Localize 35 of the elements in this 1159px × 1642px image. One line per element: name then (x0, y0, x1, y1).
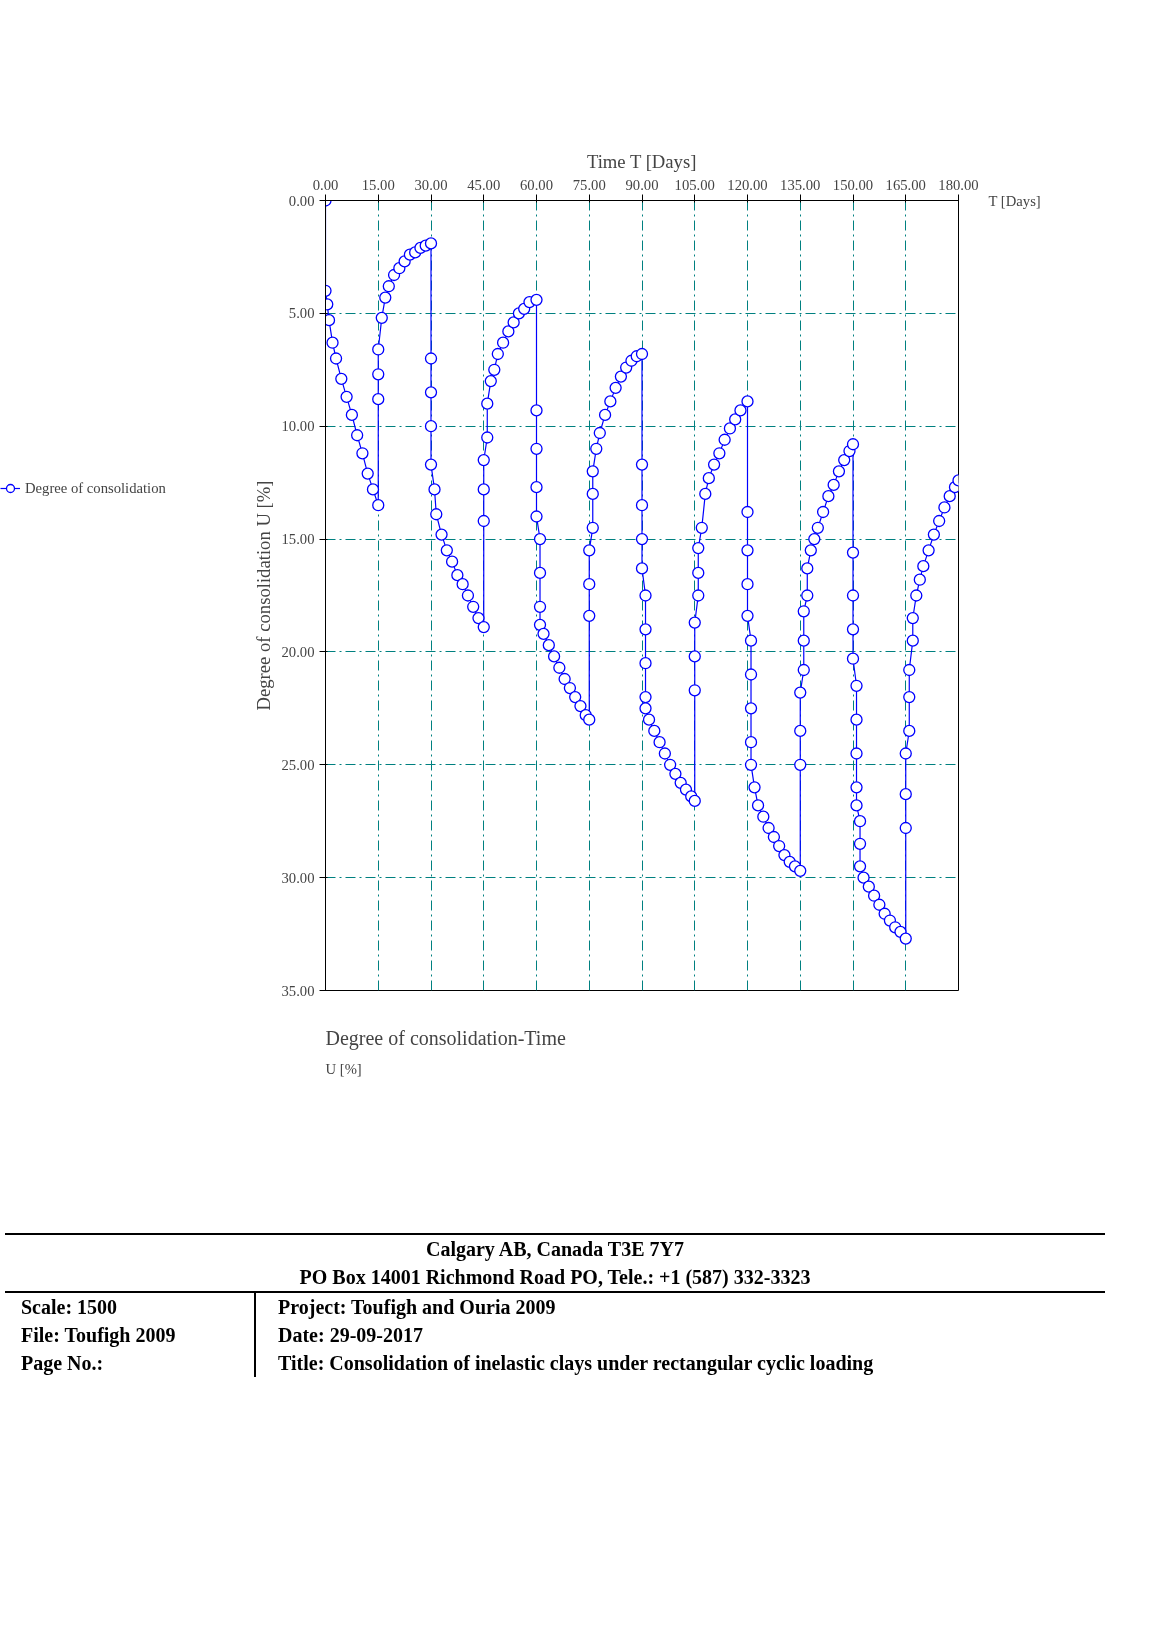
y-tick-label: 30.00 (281, 869, 315, 886)
x-tick-label: 90.00 (625, 176, 659, 193)
x-tick-label: 180.00 (938, 176, 979, 193)
text: File: Toufigh 2009 (5, 1321, 255, 1349)
x-tick-label: 75.00 (572, 176, 606, 193)
x-tick-label: 150.00 (832, 176, 874, 193)
text: Title: Consolidation of inelastic clays under rectangular cyclic loading (277, 1351, 875, 1377)
y-tick-label: 15.00 (281, 531, 315, 548)
x-tick-label: 165.00 (885, 176, 926, 193)
x-tick-label: 30.00 (414, 176, 448, 193)
x-tick-label: 45.00 (467, 176, 501, 193)
y-tick-label: 5.00 (288, 305, 315, 322)
x-tick-label: 105.00 (674, 176, 715, 193)
x-tick-label: 15.00 (361, 176, 395, 193)
y-tick-label: 25.00 (281, 756, 315, 773)
text: PO Box 14001 Richmond Road PO, Tele.: +1 (587) 332-3323 (298, 1265, 812, 1291)
y-tick-label: 0.00 (288, 192, 315, 209)
y-tick-label: 20.00 (281, 643, 315, 660)
y-axis-title: Degree of consolidation U [%] (252, 480, 274, 711)
y-tick-label: 10.00 (281, 418, 315, 435)
x-tick-label: 135.00 (780, 176, 821, 193)
text: Page No.: (5, 1349, 255, 1377)
text: U [%] (325, 1060, 362, 1077)
text: Degree of consolidation-Time (325, 1026, 566, 1050)
x-tick-label: 120.00 (727, 176, 768, 193)
text: Project: Toufigh and Ouria 2009 (255, 1292, 1105, 1321)
text: Date: 29-09-2017 (277, 1323, 424, 1348)
text: Calgary AB, Canada T3E 7Y7 (5, 1234, 1105, 1263)
x-axis-title: Time T [Days] (586, 150, 697, 172)
x-tick-label: 60.00 (520, 176, 553, 193)
text: T [Days] (988, 192, 1041, 209)
legend-label: Degree of consolidation (25, 479, 166, 497)
y-tick-label: 35.00 (281, 982, 315, 999)
x-tick-label: 0.00 (312, 176, 339, 193)
text: Scale: 1500 (5, 1292, 255, 1321)
